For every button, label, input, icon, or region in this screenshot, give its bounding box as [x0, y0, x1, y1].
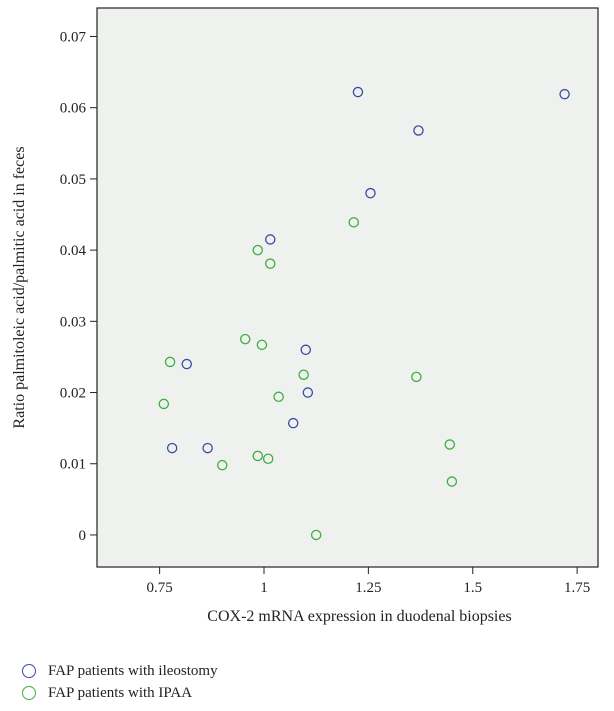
- ileostomy-point: [166, 442, 178, 454]
- ileostomy-point: [559, 88, 570, 100]
- x-tick-label: 0.75: [147, 580, 173, 596]
- ileostomy-point: [181, 358, 193, 370]
- ipaa-point: [348, 217, 360, 228]
- ipaa-point: [265, 258, 276, 269]
- ipaa-point: [444, 439, 456, 450]
- x-tick-label: 1.5: [463, 580, 482, 596]
- y-tick-label: 0.06: [60, 101, 87, 117]
- x-tick-label: 1.25: [355, 580, 381, 596]
- ileostomy-point: [202, 442, 213, 454]
- y-axis-title: Ratio palmitoleic acid/palmitic acid in …: [11, 146, 28, 428]
- ipaa-point: [298, 369, 309, 380]
- ipaa-point: [446, 476, 458, 487]
- plot-area: [96, 7, 599, 568]
- legend: FAP patients with ileostomy FAP patients…: [22, 660, 218, 704]
- ileostomy-point: [300, 344, 311, 356]
- ipaa-point: [411, 371, 422, 383]
- ipaa-point: [239, 333, 251, 345]
- ileostomy-point: [413, 125, 424, 136]
- ileostomy-point: [287, 417, 299, 429]
- x-tick-label: 1: [260, 580, 268, 596]
- ipaa-point: [158, 398, 170, 410]
- ileostomy-point: [352, 86, 364, 98]
- y-tick-label: 0.02: [60, 386, 86, 402]
- y-tick-label: 0.01: [60, 457, 86, 473]
- ipaa-point: [252, 450, 263, 462]
- x-tick-label: 1.75: [564, 580, 590, 596]
- scatter-chart: 0 0.01 0.02 0.03 0.04 0.05 0.06 0.07 0.75 1 1.25 1…: [11, 7, 599, 625]
- y-axis: 0 0.01 0.02 0.03 0.04 0.05 0.06 0.07: [60, 29, 97, 544]
- legend-item-ileostomy: FAP patients with ileostomy: [22, 660, 218, 682]
- legend-label-ipaa: FAP patients with IPAA: [48, 684, 193, 701]
- x-axis: 0.75 1 1.25 1.5 1.75: [147, 567, 590, 596]
- legend-marker-ileostomy: [22, 664, 36, 678]
- ipaa-point: [252, 244, 263, 256]
- y-tick-label: 0.04: [60, 243, 87, 259]
- y-tick-label: 0.03: [60, 314, 86, 330]
- ipaa-point: [216, 459, 228, 471]
- ipaa-point: [273, 391, 284, 403]
- ipaa-point: [256, 339, 268, 351]
- data-points: [158, 86, 570, 541]
- y-tick-label: 0.05: [60, 172, 86, 188]
- x-axis-title: COX-2 mRNA expression in duodenal biopsi…: [207, 608, 511, 625]
- y-tick-label: 0.07: [60, 29, 87, 45]
- ipaa-point: [310, 529, 322, 541]
- ileostomy-point: [302, 387, 314, 398]
- ileostomy-point: [365, 187, 376, 199]
- legend-marker-ipaa: [22, 686, 36, 700]
- ipaa-point: [262, 453, 274, 465]
- ileostomy-point: [265, 234, 276, 245]
- ipaa-point: [164, 356, 176, 368]
- legend-item-ipaa: FAP patients with IPAA: [22, 682, 218, 704]
- legend-label-ileostomy: FAP patients with ileostomy: [48, 662, 218, 679]
- y-tick-label: 0: [79, 528, 87, 544]
